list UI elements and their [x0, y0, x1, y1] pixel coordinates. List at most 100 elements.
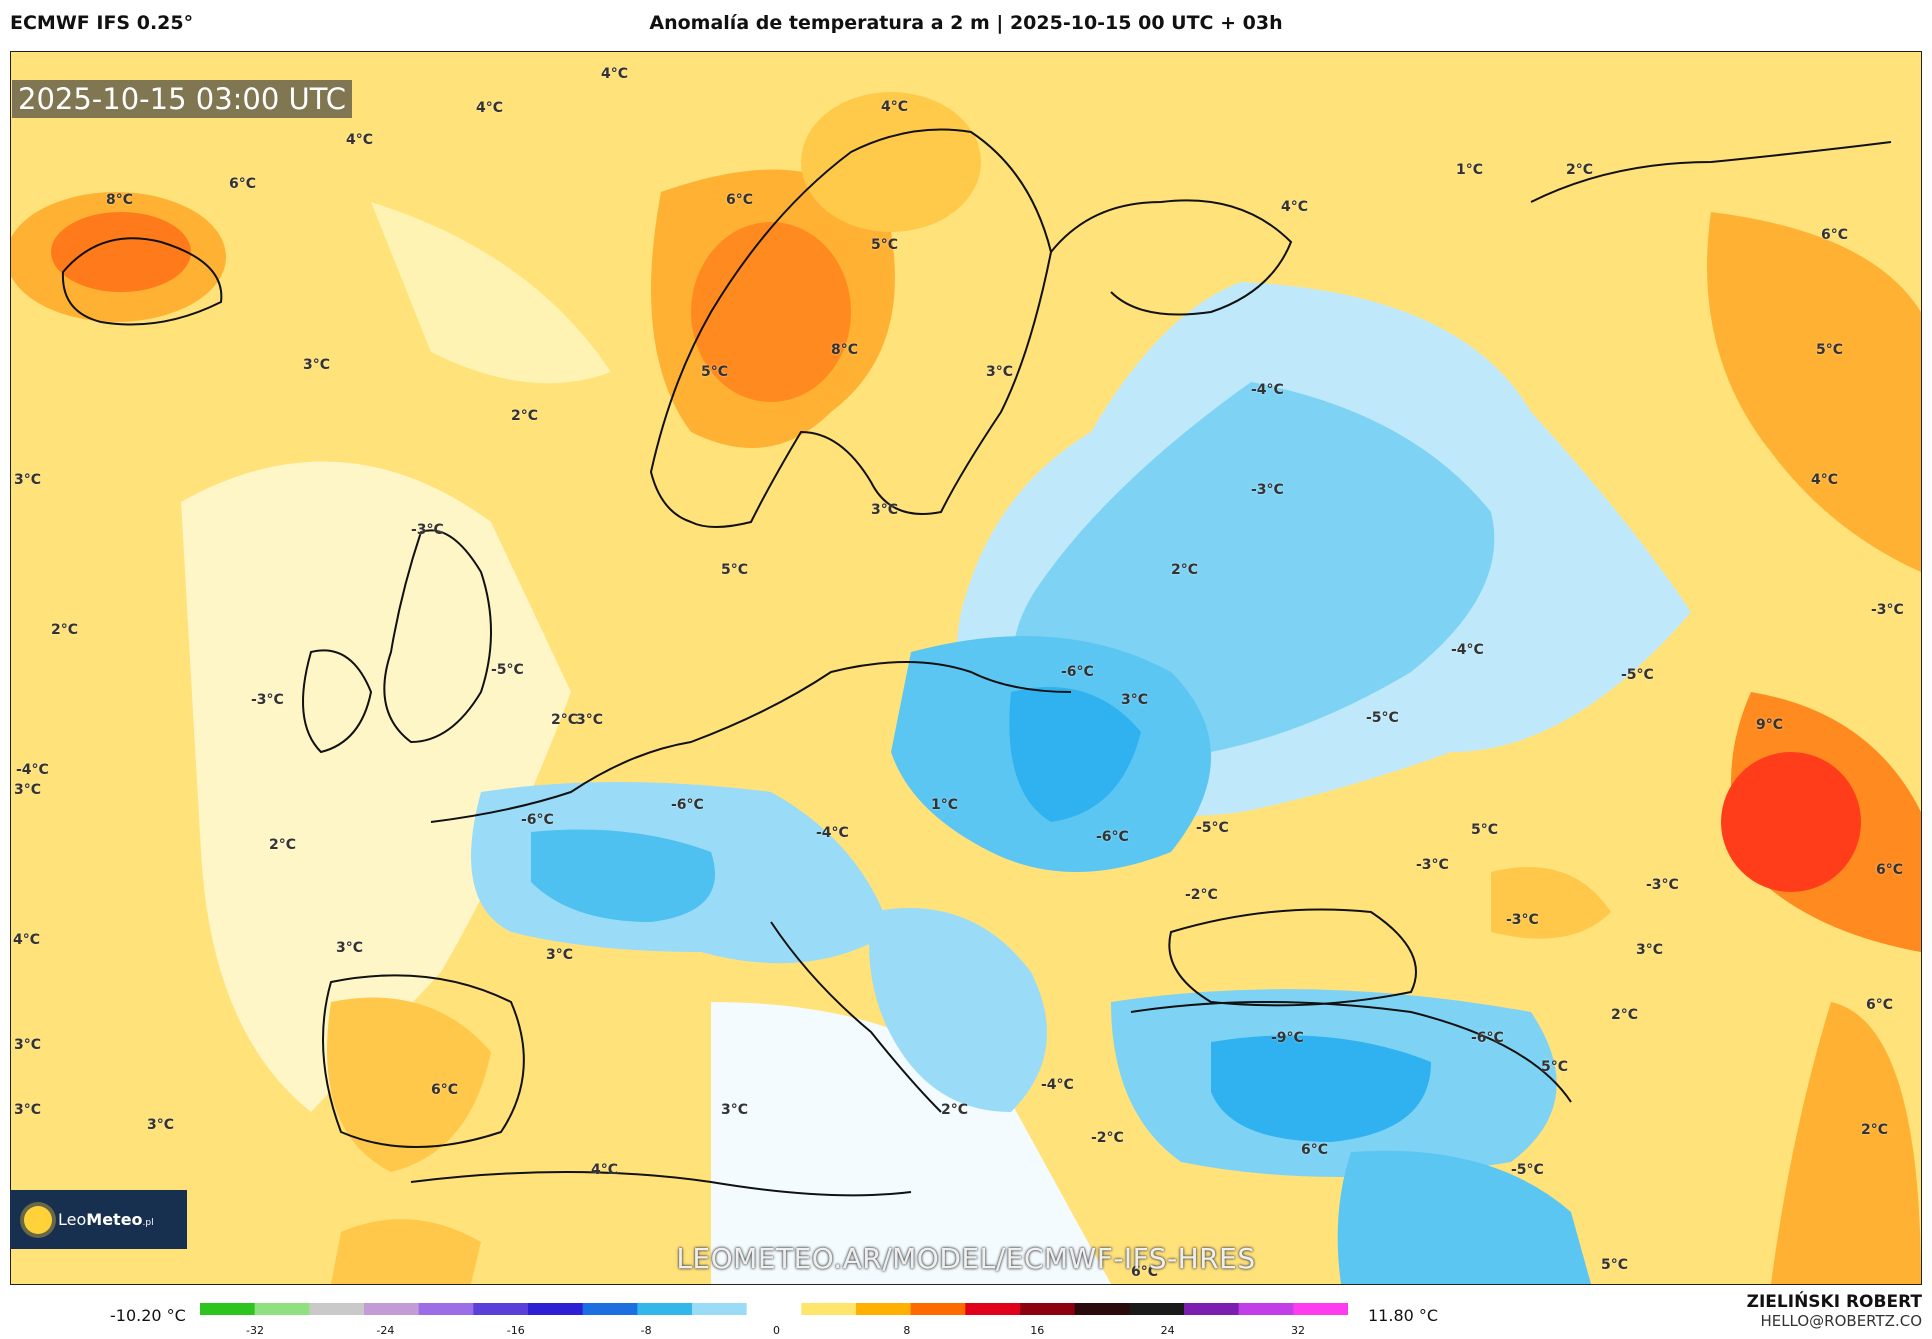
model-name: ECMWF IFS 0.25°	[10, 12, 194, 34]
isotherm-label: 2°C	[511, 408, 539, 424]
isotherm-label: -3°C	[1251, 482, 1284, 498]
colorbar-segment	[1184, 1303, 1240, 1315]
legend-max-value: 11.80 °C	[1368, 1306, 1439, 1325]
isotherm-label: 3°C	[1121, 692, 1149, 708]
isotherm-label: -5°C	[1511, 1162, 1544, 1178]
colorbar-segment	[1020, 1303, 1076, 1315]
colorbar-segment	[910, 1303, 966, 1315]
isotherm-label: -6°C	[1061, 664, 1094, 680]
isotherm-label: -9°C	[1271, 1030, 1304, 1046]
author-email[interactable]: HELLO@ROBERTZ.CO	[1760, 1312, 1922, 1330]
isotherm-label: 5°C	[721, 562, 749, 578]
isotherm-label: 2°C	[1861, 1122, 1889, 1138]
legend-tick-label: -32	[246, 1324, 264, 1337]
isotherm-label: -4°C	[16, 762, 49, 778]
isotherm-label: -6°C	[671, 797, 704, 813]
isotherm-label: -3°C	[1871, 602, 1904, 618]
logo-text: LeoMeteo.pl	[58, 1210, 154, 1229]
isotherm-label: 9°C	[1756, 717, 1784, 733]
isotherm-label: 2°C	[51, 622, 79, 638]
isotherm-label: 2°C	[269, 837, 297, 853]
legend-tick-label: -8	[640, 1324, 652, 1337]
colorbar-segment	[473, 1303, 529, 1315]
anomaly-field	[11, 52, 1921, 1284]
colorbar-segment	[1238, 1303, 1294, 1315]
isotherm-label: 8°C	[831, 342, 859, 358]
isotherm-label: -5°C	[491, 662, 524, 678]
isotherm-label: 4°C	[13, 932, 41, 948]
isotherm-label: 6°C	[431, 1082, 459, 1098]
isotherm-label: 5°C	[1601, 1257, 1629, 1273]
isotherm-label: -2°C	[1091, 1130, 1124, 1146]
isotherm-label: -3°C	[251, 692, 284, 708]
isotherm-label: 3°C	[303, 357, 331, 373]
isotherm-label: 4°C	[881, 99, 909, 115]
isotherm-label: -3°C	[1416, 857, 1449, 873]
isotherm-label: 6°C	[1866, 997, 1894, 1013]
color-legend: -10.20 °C -32 -24 -16 -8 0 8 16 24 32 11.80 °C	[0, 1290, 1932, 1339]
legend-tick-label: 0	[773, 1324, 780, 1337]
colorbar-segment	[1074, 1303, 1130, 1315]
isotherm-label: 6°C	[726, 192, 754, 208]
isotherm-label: -6°C	[521, 812, 554, 828]
isotherm-label: 4°C	[1281, 199, 1309, 215]
author-credit: ZIELIŃSKI ROBERT HELLO@ROBERTZ.CO	[1747, 1292, 1922, 1330]
isotherm-label: 6°C	[1301, 1142, 1329, 1158]
isotherm-label: 5°C	[1541, 1059, 1569, 1075]
colorbar-segment	[254, 1303, 310, 1315]
isotherm-label: 2°C	[551, 712, 579, 728]
isotherm-label: 5°C	[871, 237, 899, 253]
isotherm-label: -4°C	[816, 825, 849, 841]
isotherm-label: -4°C	[1451, 642, 1484, 658]
isotherm-label: 3°C	[14, 782, 42, 798]
isotherm-label: 4°C	[601, 66, 629, 82]
isotherm-label: 5°C	[701, 364, 729, 380]
isotherm-label: -3°C	[1646, 877, 1679, 893]
colorbar-segment	[692, 1303, 748, 1315]
isotherm-label: 4°C	[346, 132, 374, 148]
isotherm-label: 3°C	[14, 1037, 42, 1053]
colorbar-segment	[528, 1303, 584, 1315]
isotherm-label: 3°C	[14, 472, 42, 488]
map-title: Anomalía de temperatura a 2 m | 2025-10-…	[649, 12, 1283, 34]
temperature-anomaly-map: 4°C 4°C 4°C 4°C 6°C 8°C 6°C 5°C 1°C 2°C 4°C 6°C 8°C 5…	[10, 51, 1922, 1285]
isotherm-label: -6°C	[1471, 1030, 1504, 1046]
isotherm-label: 6°C	[1876, 862, 1904, 878]
colorbar-segment	[801, 1303, 857, 1315]
isotherm-label: 4°C	[1811, 472, 1839, 488]
sun-icon	[24, 1205, 52, 1234]
isotherm-label: 2°C	[1171, 562, 1199, 578]
legend-tick-label: -24	[376, 1324, 395, 1337]
legend-min-value: -10.20 °C	[110, 1306, 186, 1325]
isotherm-label: 1°C	[1456, 162, 1484, 178]
colorbar-segment	[582, 1303, 638, 1315]
isotherm-label: 3°C	[721, 1102, 749, 1118]
isotherm-label: 1°C	[931, 797, 959, 813]
isotherm-label: -5°C	[1366, 710, 1399, 726]
colorbar-segment	[418, 1303, 474, 1315]
isotherm-label: 5°C	[1471, 822, 1499, 838]
colorbar-segment	[1293, 1303, 1348, 1315]
colorbar-segment	[309, 1303, 365, 1315]
isotherm-label: 4°C	[476, 100, 504, 116]
isotherm-label: 6°C	[1131, 1264, 1159, 1280]
author-name: ZIELIŃSKI ROBERT	[1746, 1292, 1922, 1312]
isotherm-label: 2°C	[941, 1102, 969, 1118]
isotherm-label: 2°C	[1566, 162, 1594, 178]
isotherm-label: -4°C	[1041, 1077, 1074, 1093]
isotherm-label: 3°C	[336, 940, 364, 956]
colorbar-segment	[856, 1303, 912, 1315]
colorbar-segment	[1129, 1303, 1185, 1315]
leometeo-logo: LeoMeteo.pl	[10, 1190, 187, 1249]
colorbar-segment	[637, 1303, 693, 1315]
colorbar-segment	[746, 1303, 802, 1315]
isotherm-label: 3°C	[147, 1117, 175, 1133]
isotherm-label: 3°C	[1636, 942, 1664, 958]
isotherm-label: -3°C	[411, 522, 444, 538]
isotherm-label: -4°C	[1251, 382, 1284, 398]
isotherm-label: 3°C	[986, 364, 1014, 380]
colorbar-segment	[200, 1303, 256, 1315]
isotherm-label: -5°C	[1621, 667, 1654, 683]
isotherm-label: 3°C	[546, 947, 574, 963]
legend-tick-label: 8	[903, 1324, 911, 1337]
